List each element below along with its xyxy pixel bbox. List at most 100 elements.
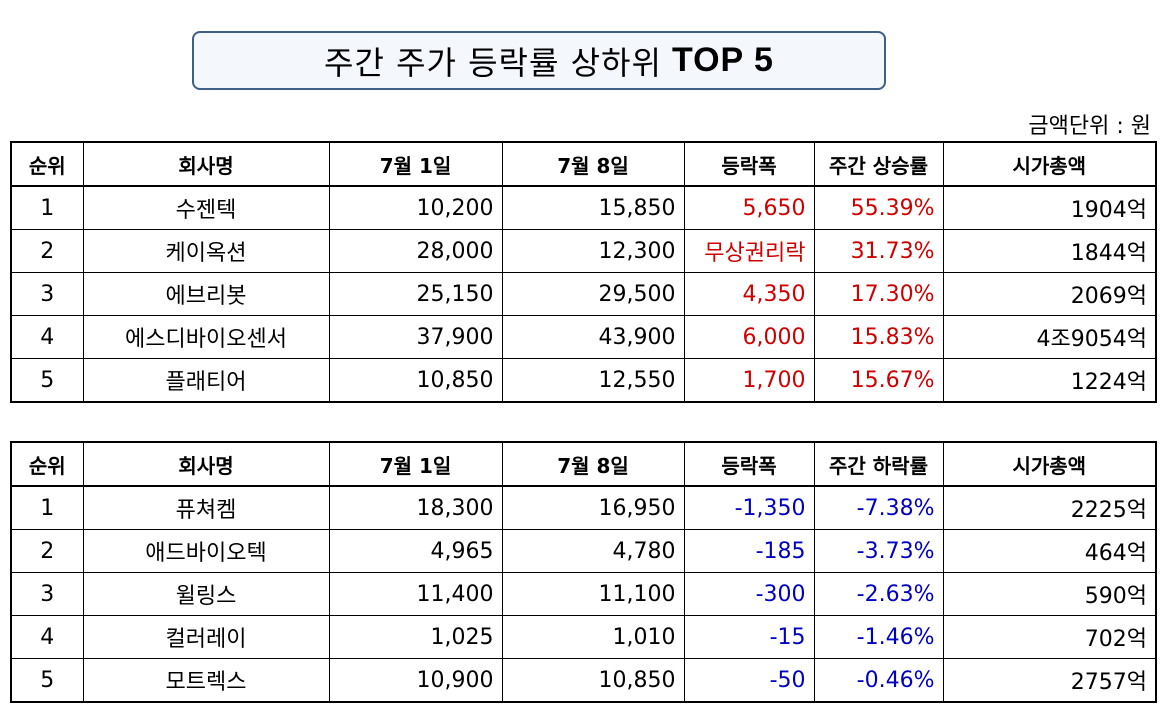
cell-weekly-rate: 17.30% — [813, 272, 944, 316]
table-row: 4 에스디바이오센서 37,900 43,900 6,000 15.83% 4조9054억 — [10, 315, 1157, 359]
cell-change: 5,650 — [683, 185, 815, 230]
cell-price-jul8: 11,100 — [501, 572, 685, 616]
header-weekly-rate: 주간 하락률 — [813, 441, 944, 487]
table-row: 1 퓨쳐켐 18,300 16,950 -1,350 -7.38% 2225억 — [10, 485, 1157, 530]
cell-weekly-rate: -0.46% — [813, 658, 944, 703]
header-weekly-rate: 주간 상승률 — [813, 141, 944, 187]
cell-price-jul1: 10,200 — [328, 185, 503, 230]
cell-price-jul1: 10,850 — [328, 358, 503, 403]
header-company: 회사명 — [82, 141, 330, 187]
cell-change: 6,000 — [683, 315, 815, 359]
table-row: 5 플래티어 10,850 12,550 1,700 15.67% 1224억 — [10, 358, 1157, 403]
gainers-table: 순위 회사명 7월 1일 7월 8일 등락폭 주간 상승률 시가총액 1 수젠텍 10,200 1… — [10, 141, 1157, 403]
cell-market-cap: 2225억 — [942, 485, 1157, 530]
cell-price-jul1: 1,025 — [328, 615, 503, 659]
cell-price-jul1: 25,150 — [328, 272, 503, 316]
unit-note: 금액단위 : 원 — [1028, 114, 1151, 139]
table-row: 2 케이옥션 28,000 12,300 무상권리락 31.73% 1844억 — [10, 229, 1157, 273]
cell-price-jul8: 15,850 — [501, 185, 685, 230]
table-row: 3 윌링스 11,400 11,100 -300 -2.63% 590억 — [10, 572, 1157, 616]
cell-company: 애드바이오텍 — [82, 529, 330, 573]
cell-weekly-rate: -2.63% — [813, 572, 944, 616]
header-price-jul1: 7월 1일 — [328, 141, 503, 187]
cell-change: -300 — [683, 572, 815, 616]
cell-company: 케이옥션 — [82, 229, 330, 273]
cell-company: 윌링스 — [82, 572, 330, 616]
cell-company: 플래티어 — [82, 358, 330, 403]
cell-market-cap: 1844억 — [942, 229, 1157, 273]
header-row: 순위 회사명 7월 1일 7월 8일 등락폭 주간 하락률 시가총액 — [10, 441, 1157, 487]
cell-company: 에스디바이오센서 — [82, 315, 330, 359]
cell-change: 4,350 — [683, 272, 815, 316]
header-change: 등락폭 — [683, 141, 815, 187]
table-row: 4 컬러레이 1,025 1,010 -15 -1.46% 702억 — [10, 615, 1157, 659]
cell-rank: 5 — [10, 358, 84, 403]
cell-rank: 2 — [10, 529, 84, 573]
cell-rank: 3 — [10, 572, 84, 616]
cell-company: 퓨쳐켐 — [82, 485, 330, 530]
cell-market-cap: 2757억 — [942, 658, 1157, 703]
cell-change: 1,700 — [683, 358, 815, 403]
cell-weekly-rate: 15.83% — [813, 315, 944, 359]
title-suffix: TOP 5 — [671, 41, 774, 79]
title-main: 주간 주가 등락률 상하위 — [324, 43, 662, 82]
cell-weekly-rate: 31.73% — [813, 229, 944, 273]
cell-weekly-rate: 55.39% — [813, 185, 944, 230]
cell-rank: 5 — [10, 658, 84, 703]
cell-rank: 1 — [10, 185, 84, 230]
cell-market-cap: 702억 — [942, 615, 1157, 659]
cell-company: 모트렉스 — [82, 658, 330, 703]
cell-price-jul8: 1,010 — [501, 615, 685, 659]
cell-price-jul8: 4,780 — [501, 529, 685, 573]
cell-change: -15 — [683, 615, 815, 659]
cell-price-jul8: 12,300 — [501, 229, 685, 273]
cell-price-jul1: 4,965 — [328, 529, 503, 573]
table-row: 5 모트렉스 10,900 10,850 -50 -0.46% 2757억 — [10, 658, 1157, 703]
cell-company: 에브리봇 — [82, 272, 330, 316]
header-rank: 순위 — [10, 441, 84, 487]
cell-change: -1,350 — [683, 485, 815, 530]
cell-weekly-rate: -7.38% — [813, 485, 944, 530]
cell-market-cap: 1904억 — [942, 185, 1157, 230]
cell-rank: 4 — [10, 315, 84, 359]
cell-price-jul1: 37,900 — [328, 315, 503, 359]
cell-price-jul1: 11,400 — [328, 572, 503, 616]
cell-rank: 3 — [10, 272, 84, 316]
header-change: 등락폭 — [683, 441, 815, 487]
cell-rank: 2 — [10, 229, 84, 273]
cell-price-jul8: 29,500 — [501, 272, 685, 316]
cell-weekly-rate: -3.73% — [813, 529, 944, 573]
header-row: 순위 회사명 7월 1일 7월 8일 등락폭 주간 상승률 시가총액 — [10, 141, 1157, 187]
cell-price-jul1: 28,000 — [328, 229, 503, 273]
cell-market-cap: 464억 — [942, 529, 1157, 573]
cell-weekly-rate: -1.46% — [813, 615, 944, 659]
cell-price-jul8: 12,550 — [501, 358, 685, 403]
header-price-jul1: 7월 1일 — [328, 441, 503, 487]
cell-price-jul1: 10,900 — [328, 658, 503, 703]
table-row: 2 애드바이오텍 4,965 4,780 -185 -3.73% 464억 — [10, 529, 1157, 573]
cell-change: -50 — [683, 658, 815, 703]
cell-market-cap: 590억 — [942, 572, 1157, 616]
cell-market-cap: 1224억 — [942, 358, 1157, 403]
table-row: 3 에브리봇 25,150 29,500 4,350 17.30% 2069억 — [10, 272, 1157, 316]
cell-market-cap: 2069억 — [942, 272, 1157, 316]
cell-price-jul8: 10,850 — [501, 658, 685, 703]
header-market-cap: 시가총액 — [942, 141, 1157, 187]
cell-change: 무상권리락 — [683, 229, 815, 273]
cell-price-jul1: 18,300 — [328, 485, 503, 530]
cell-rank: 4 — [10, 615, 84, 659]
cell-price-jul8: 43,900 — [501, 315, 685, 359]
cell-market-cap: 4조9054억 — [942, 315, 1157, 359]
cell-weekly-rate: 15.67% — [813, 358, 944, 403]
page-title: 주간 주가 등락률 상하위 TOP 5 — [192, 31, 886, 90]
table-row: 1 수젠텍 10,200 15,850 5,650 55.39% 1904억 — [10, 185, 1157, 230]
header-price-jul8: 7월 8일 — [501, 141, 685, 187]
header-rank: 순위 — [10, 141, 84, 187]
header-market-cap: 시가총액 — [942, 441, 1157, 487]
cell-change: -185 — [683, 529, 815, 573]
cell-company: 컬러레이 — [82, 615, 330, 659]
cell-price-jul8: 16,950 — [501, 485, 685, 530]
losers-table: 순위 회사명 7월 1일 7월 8일 등락폭 주간 하락률 시가총액 1 퓨쳐켐 18,300 1… — [10, 441, 1157, 703]
header-price-jul8: 7월 8일 — [501, 441, 685, 487]
cell-rank: 1 — [10, 485, 84, 530]
